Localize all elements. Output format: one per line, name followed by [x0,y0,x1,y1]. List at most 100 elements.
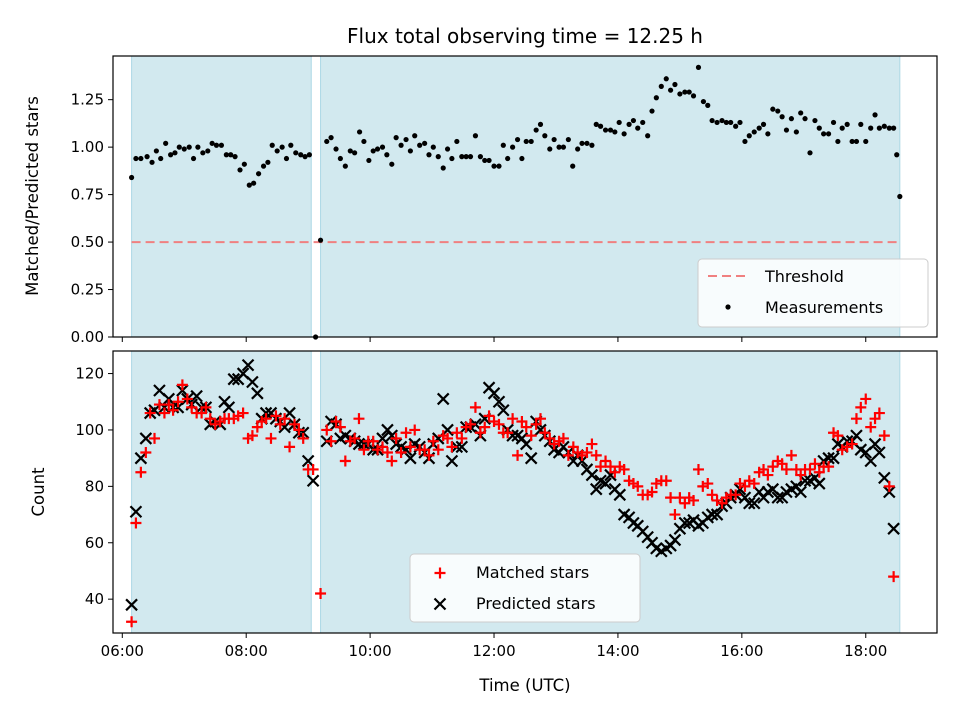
measurement-point [417,142,423,148]
matched-star-point [479,421,491,433]
measurement-point [176,144,182,150]
matched-star-point [400,427,412,439]
measurement-point [172,150,178,156]
measurement-point [302,154,308,160]
matched-star-point [590,449,602,461]
measurement-point [389,161,395,167]
measurement-point [602,127,609,133]
measurement-point [352,150,358,156]
bottom-ylabel: Count [29,467,48,517]
measurement-point [788,116,795,122]
measurement-point [293,150,299,156]
measurement-point [459,154,465,160]
measurement-point [246,182,252,188]
predicted-star-point [497,403,510,417]
measurement-point [186,144,192,150]
matched-star-point [534,413,546,425]
matched-star-point [493,418,505,430]
measurement-point [454,138,460,145]
measurement-point [251,180,257,186]
measurement-point [232,154,238,160]
predicted-star-point [129,505,143,519]
measurement-point [500,142,506,148]
measurement-point [347,148,353,154]
measurement-point [876,125,882,131]
legend-predicted-swatch [433,597,447,611]
predicted-star-point [822,451,835,465]
matched-star-point [804,463,816,475]
bottom-legend-box [409,553,641,623]
measurement-point [645,133,651,139]
measurement-point [366,157,372,164]
matched-star-point [158,407,170,419]
measurement-point [200,150,206,156]
measurement-point [589,142,595,148]
legend-measurements-label: Measurements [765,298,883,317]
matched-star-point [850,413,862,425]
measurement-point [519,155,525,162]
matched-star-point [507,413,519,425]
predicted-star-point [705,508,719,521]
matched-star-point [581,447,593,459]
matched-star-point [423,449,435,461]
matched-star-point [669,509,681,521]
measurement-point [269,142,275,148]
matched-star-point [395,447,407,459]
predicted-star-point [455,440,469,454]
top-ytick-label: 0.00 [71,328,104,346]
predicted-star-point [827,451,840,465]
measurement-point [816,125,822,131]
measurement-point [779,114,785,120]
measurement-point [384,152,390,158]
measurement-point [412,133,418,139]
measurement-point [168,152,174,158]
predicted-star-point [585,468,599,482]
top-ytick-label: 0.25 [71,281,104,299]
matched-star-point [126,616,138,628]
measurement-point [690,93,697,99]
measurement-point [835,138,841,145]
measurement-point [505,155,511,162]
matched-star-point [516,416,528,427]
measurement-point [853,138,860,145]
predicted-star-point [139,432,153,445]
matched-star-point [780,463,792,475]
predicted-star-point [445,454,459,468]
bottom-ytick-label: 40 [85,590,104,608]
measurement-point [621,131,627,137]
measurement-point [584,140,590,146]
legend-matched-marker [434,567,446,579]
measurement-point [333,146,339,152]
measurement-point [255,171,262,177]
measurement-point [556,144,562,150]
measurement-point [844,121,850,127]
measurement-point [830,119,837,126]
measurement-point [477,154,483,160]
matched-star-point [646,486,658,498]
chart-title: Flux total observing time = 12.25 h [347,24,703,48]
predicted-star-point [524,451,538,465]
measurement-point [528,138,534,145]
predicted-star-point [878,471,891,485]
measurement-point [288,142,294,148]
measurement-point [723,119,729,126]
measurement-point [886,125,892,131]
measurement-point [793,129,799,135]
matched-star-point [795,469,807,481]
measurement-point [728,119,734,126]
matched-star-point [660,475,672,487]
bottom-ytick-label: 60 [85,534,104,552]
measurement-point [565,136,571,143]
matched-star-point [557,432,569,444]
measurement-point [158,155,164,162]
matched-star-point [330,416,342,427]
measurement-point [379,144,386,150]
measurement-point [472,133,479,139]
measurement-point [328,135,334,141]
measurement-point [195,144,201,150]
predicted-star-point [487,387,501,400]
matched-star-point [381,447,393,459]
matched-star-point [665,492,677,504]
measurement-point [260,163,267,169]
bottom-xtick-label: 16:00 [720,642,763,660]
